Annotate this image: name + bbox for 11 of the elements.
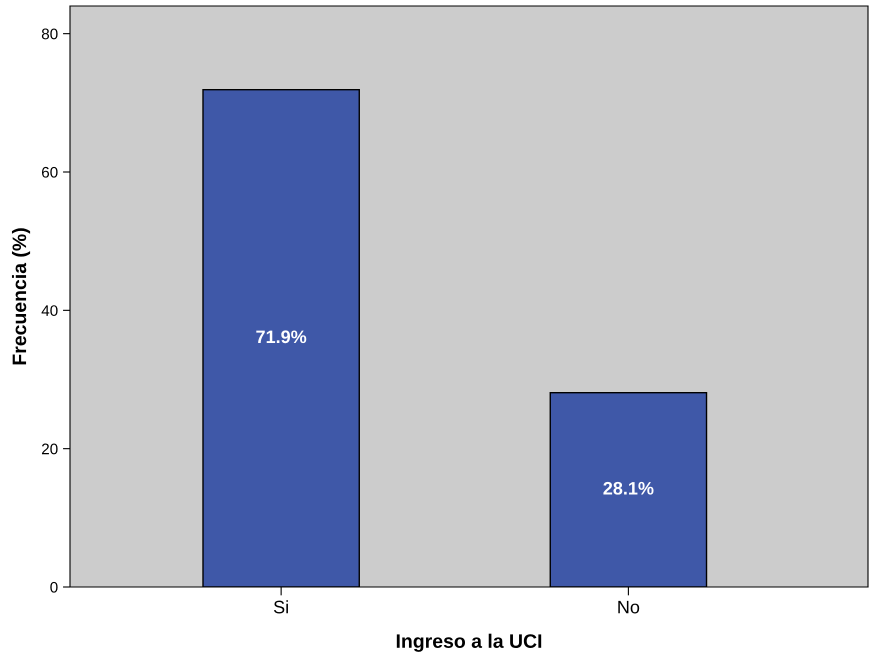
x-tick-label: Si <box>274 600 288 614</box>
y-tick-label: 0 <box>50 582 58 593</box>
y-tick-label: 80 <box>42 28 58 40</box>
y-tick-label: 60 <box>42 166 58 178</box>
data-label: 71.9% <box>256 330 306 344</box>
x-tick-label: No <box>618 600 640 614</box>
y-tick-label: 40 <box>42 305 58 316</box>
x-axis-title: Ingreso a la UCI <box>396 634 542 652</box>
y-axis-title: Frecuencia (%) <box>12 228 30 364</box>
data-label: 28.1% <box>603 482 654 495</box>
y-tick-label: 20 <box>42 444 58 454</box>
